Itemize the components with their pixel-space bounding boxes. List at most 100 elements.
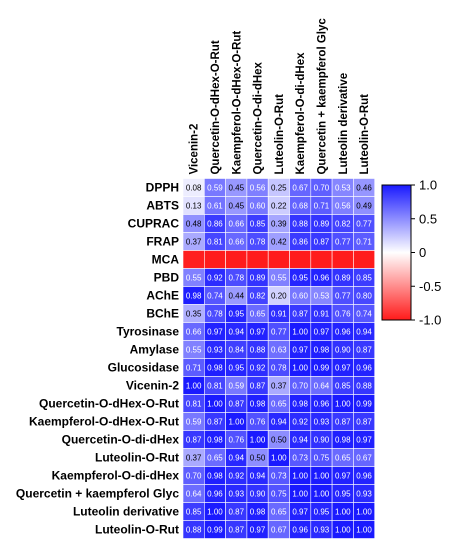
cell-value-label: 0.76 <box>335 310 351 319</box>
cell-value-label: 0.85 <box>335 382 351 391</box>
cell-value-label: 0.98 <box>186 292 202 301</box>
cell-value-label: 0.93 <box>207 346 223 355</box>
heatmap-cell <box>289 250 312 269</box>
cell-value-label: 0.97 <box>335 472 351 481</box>
cell-value-label: 0.71 <box>356 238 372 247</box>
cell-value-label: 1.00 <box>335 508 351 517</box>
cell-value-label: 0.82 <box>250 292 266 301</box>
cell-value-label: 0.98 <box>250 400 266 409</box>
cell-value-label: 0.59 <box>207 184 223 193</box>
cell-value-label: 0.89 <box>335 274 351 283</box>
cell-value-label: 0.85 <box>250 220 266 229</box>
cell-value-label: 0.76 <box>250 418 266 427</box>
cell-value-label: 1.00 <box>292 490 308 499</box>
cell-value-label: 0.55 <box>186 346 202 355</box>
cell-value-label: 0.37 <box>271 382 287 391</box>
cell-value-label: 0.85 <box>186 508 202 517</box>
cell-value-label: 0.42 <box>271 238 287 247</box>
cell-value-label: 0.75 <box>314 454 330 463</box>
cell-value-label: 1.00 <box>292 328 308 337</box>
heatmap-cells: 0.08 0.59 0.45 0.56 0.25 0.67 0.70 0.53 0.46 0.13… <box>182 178 375 539</box>
cell-value-label: 0.94 <box>356 328 372 337</box>
cell-value-label: 0.65 <box>271 508 287 517</box>
colorbar-tick-label: -0.5 <box>419 279 441 294</box>
cell-value-label: 0.98 <box>207 364 223 373</box>
row-label: Vicenin-2 <box>126 379 179 393</box>
heatmap-cell <box>353 520 375 539</box>
cell-value-label: 1.00 <box>228 418 244 427</box>
cell-value-label: 0.81 <box>186 400 202 409</box>
row-label: Amylase <box>130 343 180 357</box>
cell-value-label: 0.87 <box>228 508 244 517</box>
cell-value-label: 1.00 <box>356 508 372 517</box>
cell-value-label: 0.64 <box>314 382 330 391</box>
heatmap-cell <box>225 250 248 269</box>
cell-value-label: 0.98 <box>250 508 266 517</box>
cell-value-label: 1.00 <box>335 400 351 409</box>
cell-value-label: 1.00 <box>292 472 308 481</box>
cell-value-label: 0.25 <box>271 184 287 193</box>
heatmap-cell <box>331 250 354 269</box>
cell-value-label: 0.67 <box>356 454 372 463</box>
cell-value-label: 1.00 <box>186 382 202 391</box>
cell-value-label: 0.99 <box>314 364 330 373</box>
row-label: Luteolin-O-Rut <box>95 451 179 465</box>
cell-value-label: 1.00 <box>271 454 287 463</box>
row-label: Quercetin-O-di-dHex <box>62 433 180 447</box>
row-label: Luteolin derivative <box>73 505 179 519</box>
cell-value-label: 0.94 <box>228 328 244 337</box>
colorbar-tick-label: 1.0 <box>419 178 437 193</box>
cell-value-label: 0.98 <box>207 436 223 445</box>
cell-value-label: 0.94 <box>250 472 266 481</box>
cell-value-label: 0.80 <box>356 292 372 301</box>
cell-value-label: 0.97 <box>292 346 308 355</box>
cell-value-label: 0.65 <box>250 310 266 319</box>
cell-value-label: 0.84 <box>228 346 244 355</box>
cell-value-label: 0.87 <box>207 418 223 427</box>
cell-value-label: 0.89 <box>314 220 330 229</box>
cell-value-label: 0.97 <box>356 436 372 445</box>
cell-value-label: 0.94 <box>271 418 287 427</box>
cell-value-label: 0.50 <box>271 436 287 445</box>
cell-value-label: 0.77 <box>271 328 287 337</box>
cell-value-label: 0.73 <box>292 454 308 463</box>
cell-value-label: 0.93 <box>356 490 372 499</box>
colorbar: 1.0 0.5 0 -0.5 -1.0 <box>381 178 441 328</box>
cell-value-label: 0.96 <box>335 328 351 337</box>
cell-value-label: 0.90 <box>335 346 351 355</box>
cell-value-label: 1.00 <box>292 364 308 373</box>
cell-value-label: 0.88 <box>356 382 372 391</box>
cell-value-label: 0.53 <box>314 292 330 301</box>
cell-value-label: 0.87 <box>186 436 202 445</box>
cell-value-label: 0.46 <box>356 184 372 193</box>
cell-value-label: 0.96 <box>356 472 372 481</box>
cell-value-label: 0.68 <box>292 202 308 211</box>
cell-value-label: 0.77 <box>335 238 351 247</box>
cell-value-label: 1.00 <box>356 526 372 535</box>
cell-value-label: 0.70 <box>292 382 308 391</box>
cell-value-label: 0.95 <box>228 364 244 373</box>
row-label: Kaempferol-O-dHex-O-Rut <box>29 415 179 429</box>
cell-value-label: 0.87 <box>356 346 372 355</box>
cell-value-label: 0.99 <box>356 400 372 409</box>
cell-value-label: 0.87 <box>228 526 244 535</box>
cell-value-label: 0.66 <box>228 220 244 229</box>
cell-value-label: 0.86 <box>207 220 223 229</box>
cell-value-label: 0.96 <box>356 364 372 373</box>
cell-value-label: 0.92 <box>250 364 266 373</box>
colorbar-gradient <box>381 184 412 321</box>
cell-value-label: 0.50 <box>250 454 266 463</box>
cell-value-label: 0.88 <box>186 526 202 535</box>
cell-value-label: 0.94 <box>292 436 308 445</box>
cell-value-label: 0.97 <box>207 328 223 337</box>
cell-value-label: 0.87 <box>228 400 244 409</box>
cell-value-label: 0.87 <box>250 382 266 391</box>
cell-value-label: 0.73 <box>271 472 287 481</box>
cell-value-label: 0.70 <box>186 472 202 481</box>
cell-value-label: 0.66 <box>228 238 244 247</box>
cell-value-label: 0.78 <box>207 310 223 319</box>
cell-value-label: 0.98 <box>207 472 223 481</box>
cell-value-label: 0.49 <box>356 202 372 211</box>
row-label: Glucosidase <box>108 361 180 375</box>
